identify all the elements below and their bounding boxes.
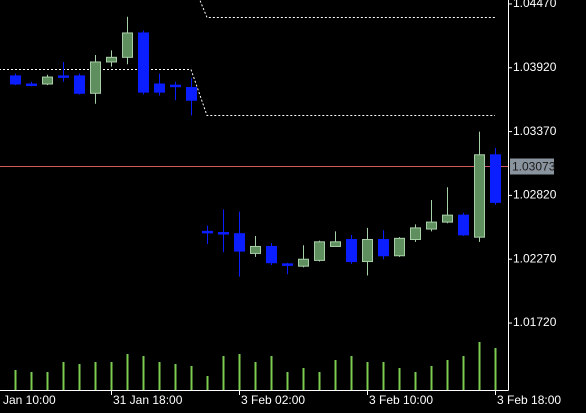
- candle-body: [410, 227, 421, 241]
- candle-body: [42, 76, 53, 85]
- candle-body: [90, 61, 101, 94]
- x-tick-label: 3 Feb 10:00: [369, 393, 433, 407]
- candle-body: [458, 214, 469, 236]
- candle-body: [282, 263, 293, 266]
- candle-body: [74, 75, 85, 94]
- current-price-box: [510, 158, 554, 175]
- candle-body: [106, 56, 117, 63]
- plot-area: [0, 0, 508, 390]
- y-tick-label: 1.01720: [513, 315, 557, 329]
- y-tick-label: 1.03920: [513, 60, 557, 74]
- candle-body: [442, 214, 453, 223]
- candle-body: [234, 233, 245, 252]
- candle-body: [170, 84, 181, 88]
- candle-body: [298, 258, 309, 267]
- y-tick-label: 1.02270: [513, 251, 557, 265]
- candle-body: [266, 245, 277, 264]
- candle-body: [58, 75, 69, 78]
- level-line: [0, 69, 495, 116]
- candle-body: [330, 241, 341, 247]
- y-tick-label: 1.04470: [513, 0, 557, 10]
- candle-body: [202, 230, 213, 234]
- candle-body: [138, 32, 149, 93]
- x-tick-label: Jan 10:00: [3, 393, 56, 407]
- x-tick-label: 31 Jan 18:00: [113, 393, 183, 407]
- candle-body: [394, 237, 405, 257]
- candle-body: [314, 241, 325, 261]
- x-tick-label: 3 Feb 18:00: [497, 393, 561, 407]
- candle-body: [346, 239, 357, 263]
- candle-body: [426, 221, 437, 230]
- candle-body: [10, 75, 21, 85]
- candle-body: [490, 154, 501, 203]
- candle-body: [154, 83, 165, 93]
- y-tick-label: 1.03370: [513, 124, 557, 138]
- candle-body: [218, 232, 229, 235]
- candle-body: [362, 239, 373, 263]
- candle-body: [378, 239, 389, 257]
- candle-body: [26, 83, 37, 87]
- candle-body: [186, 86, 197, 101]
- current-price-label: 1.03073: [512, 160, 556, 174]
- axes: 1.04470 1.03920 1.03370 1.02820 1.02270 1.017…: [3, 0, 561, 407]
- candle-body: [474, 154, 485, 238]
- x-tick-label: 3 Feb 02:00: [241, 393, 305, 407]
- y-tick-label: 1.02820: [513, 188, 557, 202]
- candle-body: [122, 32, 133, 58]
- level-line: [199, 0, 495, 18]
- candle-body: [250, 245, 261, 254]
